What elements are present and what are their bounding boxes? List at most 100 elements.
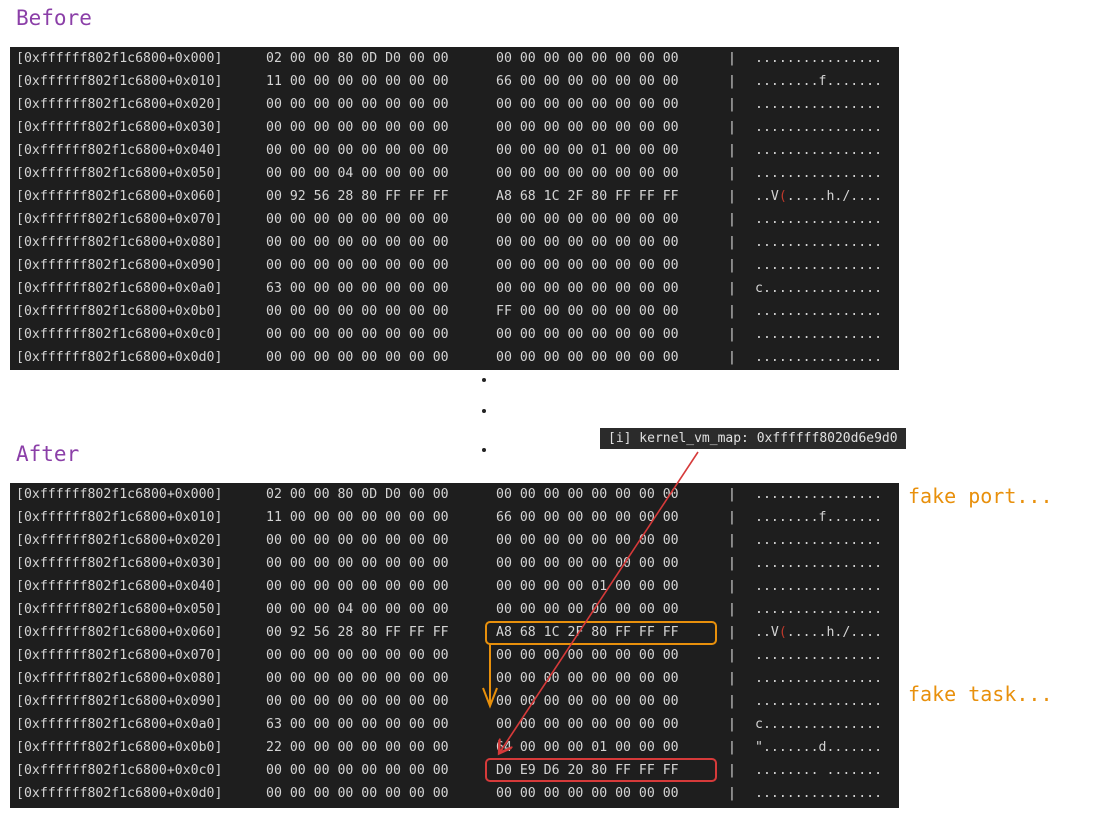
row-address: [0xffffff802f1c6800+0x070] [16,648,223,663]
row-ascii: ".......d....... [755,740,883,755]
row-separator: | [728,166,736,181]
row-ascii: ........f....... [755,74,883,89]
row-ascii: ................ [755,97,883,112]
row-ascii: ................ [755,51,883,66]
row-address: [0xffffff802f1c6800+0x0b0] [16,740,223,755]
row-separator: | [728,763,736,778]
row-separator: | [728,235,736,250]
ascii-highlight: ( [778,625,787,640]
ellipsis-dot [482,448,486,452]
row-hex-low: 00 00 00 00 00 00 00 00 [266,556,449,571]
row-ascii: ................ [755,120,883,135]
row-hex-low: 11 00 00 00 00 00 00 00 [266,74,449,89]
row-hex-high: 00 00 00 00 00 00 00 00 [496,51,679,66]
row-hex-low: 02 00 00 80 0D D0 00 00 [266,487,449,502]
row-hex-low: 11 00 00 00 00 00 00 00 [266,510,449,525]
row-hex-high: D0 E9 D6 20 80 FF FF FF [496,763,679,778]
row-hex-high: 00 00 00 00 00 00 00 00 [496,281,679,296]
row-separator: | [728,648,736,663]
row-ascii: ................ [755,212,883,227]
row-hex-low: 00 00 00 00 00 00 00 00 [266,235,449,250]
row-hex-high: 00 00 00 00 00 00 00 00 [496,602,679,617]
row-address: [0xffffff802f1c6800+0x020] [16,97,223,112]
row-hex-high: 00 00 00 00 00 00 00 00 [496,350,679,365]
row-separator: | [728,533,736,548]
before-heading: Before [16,6,92,30]
ellipsis-dot [482,409,486,413]
row-ascii: ................ [755,143,883,158]
row-hex-high: A8 68 1C 2F 80 FF FF FF [496,189,679,204]
row-separator: | [728,556,736,571]
row-separator: | [728,51,736,66]
row-separator: | [728,97,736,112]
row-hex-low: 00 00 00 00 00 00 00 00 [266,579,449,594]
ascii-highlight: ( [778,189,787,204]
row-hex-low: 00 00 00 00 00 00 00 00 [266,350,449,365]
row-separator: | [728,258,736,273]
row-hex-high: 00 00 00 00 01 00 00 00 [496,143,679,158]
row-hex-high: 00 00 00 00 00 00 00 00 [496,786,679,801]
ascii-part: ..V [755,625,779,640]
row-address: [0xffffff802f1c6800+0x010] [16,74,223,89]
row-hex-low: 00 00 00 00 00 00 00 00 [266,763,449,778]
row-ascii: ................ [755,166,883,181]
row-hex-low: 22 00 00 00 00 00 00 00 [266,740,449,755]
row-hex-high: 00 00 00 00 01 00 00 00 [496,579,679,594]
row-ascii: ................ [755,350,883,365]
row-separator: | [728,327,736,342]
row-separator: | [728,510,736,525]
fake-port-note: fake port... [908,484,1053,508]
row-ascii: ................ [755,671,883,686]
row-separator: | [728,717,736,732]
row-hex-high: 00 00 00 00 00 00 00 00 [496,327,679,342]
row-hex-high: 00 00 00 00 00 00 00 00 [496,671,679,686]
row-address: [0xffffff802f1c6800+0x0d0] [16,350,223,365]
row-hex-low: 00 00 00 00 00 00 00 00 [266,212,449,227]
row-address: [0xffffff802f1c6800+0x000] [16,487,223,502]
row-hex-high: 00 00 00 00 00 00 00 00 [496,533,679,548]
row-hex-high: 66 00 00 00 00 00 00 00 [496,74,679,89]
ascii-part: .....h./.... [786,189,883,204]
row-ascii: ................ [755,258,883,273]
row-hex-low: 00 00 00 00 00 00 00 00 [266,648,449,663]
row-hex-low: 00 92 56 28 80 FF FF FF [266,625,449,640]
row-address: [0xffffff802f1c6800+0x040] [16,579,223,594]
row-hex-low: 00 00 00 00 00 00 00 00 [266,327,449,342]
row-hex-high: 66 00 00 00 00 00 00 00 [496,510,679,525]
row-separator: | [728,740,736,755]
row-ascii: ................ [755,694,883,709]
row-hex-low: 00 00 00 00 00 00 00 00 [266,694,449,709]
row-ascii: c............... [755,281,883,296]
ascii-part: .....h./.... [786,625,883,640]
row-hex-high: 00 00 00 00 00 00 00 00 [496,166,679,181]
row-hex-high: 00 00 00 00 00 00 00 00 [496,556,679,571]
kernel-vm-map-label: [i] kernel_vm_map: 0xffffff8020d6e9d0 [600,428,906,449]
row-separator: | [728,579,736,594]
row-address: [0xffffff802f1c6800+0x000] [16,51,223,66]
row-ascii: ................ [755,487,883,502]
row-ascii: c............... [755,717,883,732]
ellipsis-dot [482,378,486,382]
row-ascii: ..V(.....h./.... [755,621,882,644]
row-address: [0xffffff802f1c6800+0x070] [16,212,223,227]
row-ascii: ................ [755,648,883,663]
row-hex-low: 02 00 00 80 0D D0 00 00 [266,51,449,66]
row-separator: | [728,350,736,365]
row-ascii: ................ [755,786,883,801]
row-address: [0xffffff802f1c6800+0x0c0] [16,763,223,778]
row-hex-low: 00 00 00 00 00 00 00 00 [266,143,449,158]
row-separator: | [728,602,736,617]
row-hex-high: 00 00 00 00 00 00 00 00 [496,694,679,709]
row-separator: | [728,143,736,158]
row-hex-high: 00 00 00 00 00 00 00 00 [496,487,679,502]
row-ascii: ................ [755,304,883,319]
row-hex-high: 00 00 00 00 00 00 00 00 [496,717,679,732]
row-address: [0xffffff802f1c6800+0x080] [16,671,223,686]
row-hex-high: 00 00 00 00 00 00 00 00 [496,235,679,250]
row-hex-low: 00 00 00 04 00 00 00 00 [266,166,449,181]
row-hex-high: 00 00 00 00 00 00 00 00 [496,212,679,227]
row-address: [0xffffff802f1c6800+0x010] [16,510,223,525]
row-ascii: ................ [755,579,883,594]
row-address: [0xffffff802f1c6800+0x080] [16,235,223,250]
row-hex-high: 00 00 00 00 00 00 00 00 [496,120,679,135]
